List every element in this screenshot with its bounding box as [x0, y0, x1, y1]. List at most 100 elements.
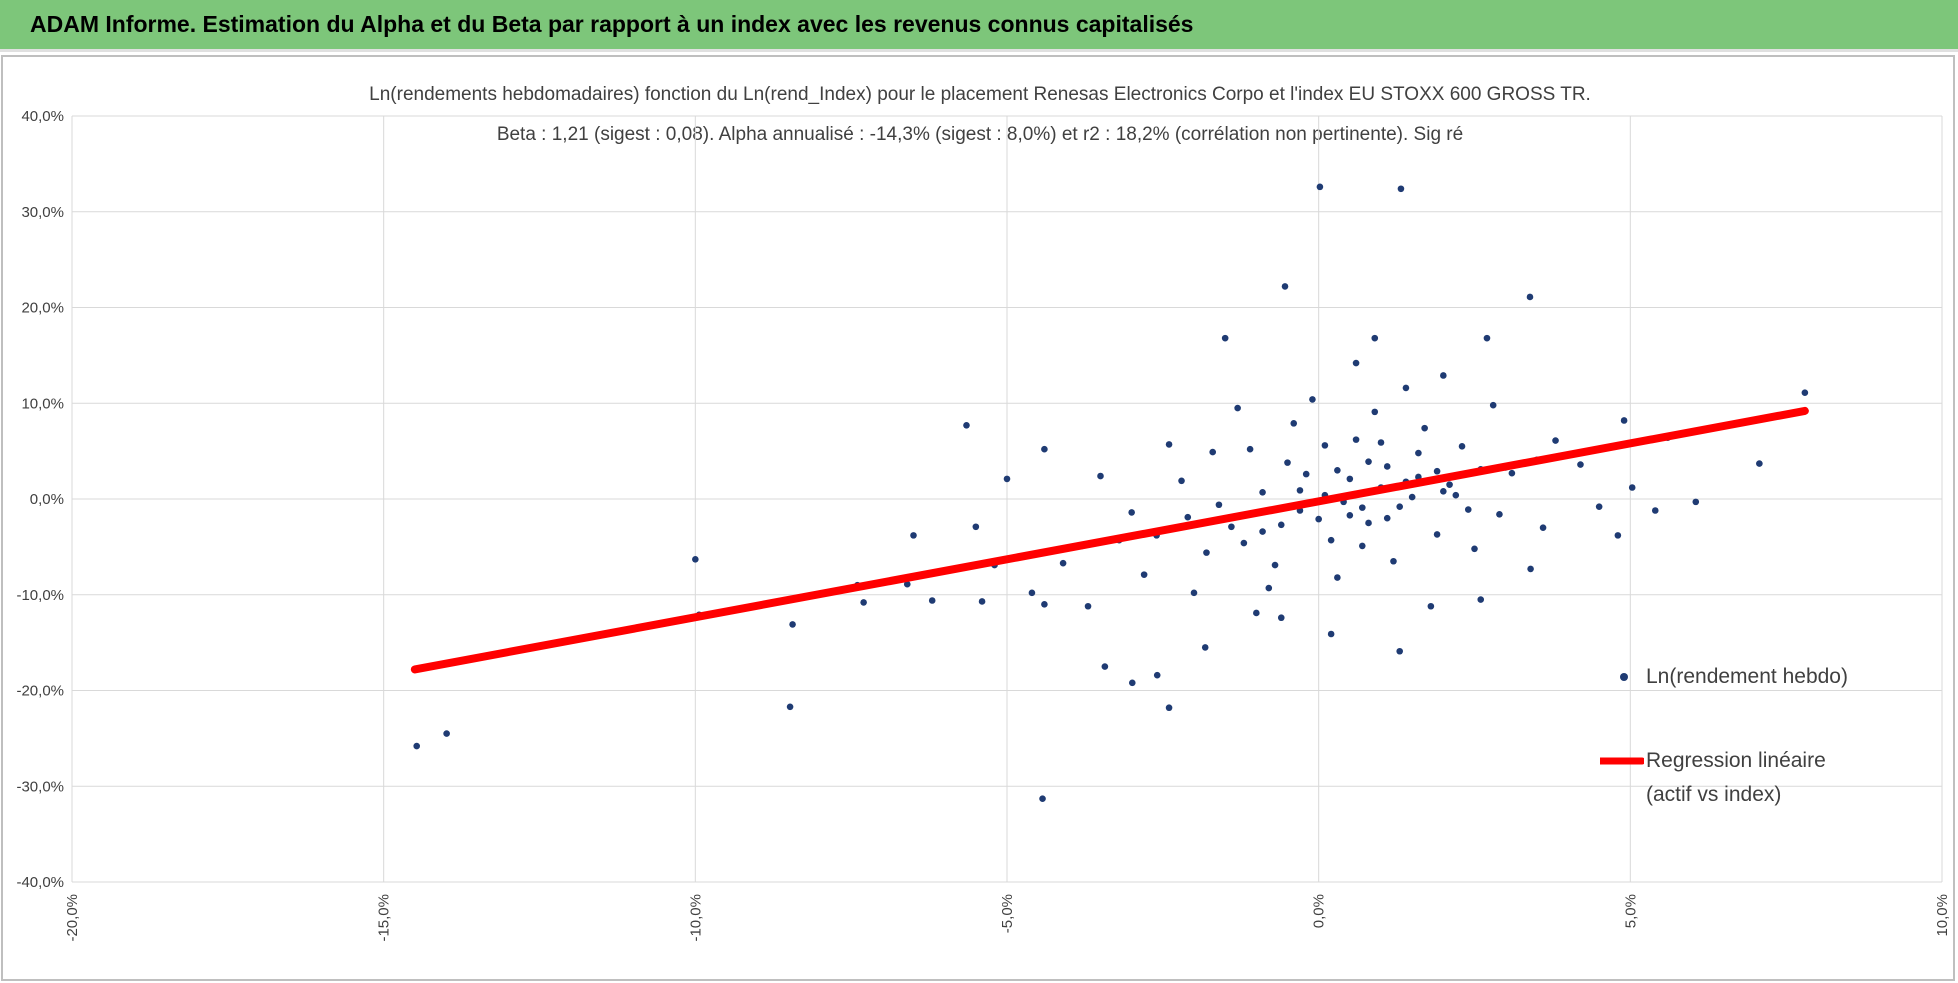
- scatter-point: [1165, 441, 1173, 448]
- scatter-point: [443, 730, 450, 737]
- x-tick-label: 10,0%: [1934, 894, 1951, 937]
- y-tick-label: 0,0%: [30, 491, 64, 508]
- scatter-point: [1415, 449, 1422, 457]
- scatter-point: [1059, 559, 1067, 567]
- scatter-point: [1240, 539, 1248, 547]
- scatter-point: [1228, 523, 1235, 531]
- legend-label: Regression linéaire (actif vs index): [1646, 749, 1826, 806]
- scatter-point: [1265, 584, 1273, 592]
- scatter-point: [1508, 469, 1516, 477]
- chart-border: [1, 55, 1955, 981]
- scatter-point: [1446, 481, 1453, 488]
- y-tick-label: -20,0%: [16, 683, 64, 700]
- scatter-point: [1489, 401, 1497, 409]
- scatter-point: [1190, 589, 1198, 597]
- scatter-point: [1365, 458, 1372, 465]
- y-tick-label: 10,0%: [21, 395, 64, 412]
- scatter-point: [1433, 531, 1441, 538]
- scatter-point: [1396, 647, 1403, 655]
- x-tick-label: -20,0%: [64, 894, 81, 942]
- scatter-point: [1433, 467, 1441, 475]
- scatter-point: [1128, 679, 1136, 687]
- scatter-point: [1316, 183, 1324, 191]
- scatter-point: [1284, 459, 1291, 466]
- scatter-point: [1184, 513, 1192, 521]
- scatter-point: [1221, 334, 1229, 342]
- y-tick-label: -40,0%: [16, 874, 64, 891]
- x-tick-label: -10,0%: [687, 894, 704, 942]
- scatter-point: [1801, 389, 1809, 397]
- scatter-point: [789, 621, 796, 628]
- scatter-point: [1178, 477, 1185, 485]
- scatter-point: [1552, 437, 1559, 444]
- scatter-point: [1365, 519, 1372, 527]
- scatter-point: [1458, 443, 1466, 450]
- scatter-point: [1383, 463, 1391, 470]
- scatter-point: [1452, 491, 1460, 499]
- scatter-point: [1315, 515, 1322, 523]
- scatter-point: [1402, 384, 1410, 392]
- scatter-point: [1614, 532, 1622, 539]
- scatter-point: [1234, 404, 1241, 412]
- scatter-point: [1041, 601, 1048, 608]
- x-tick-label: 5,0%: [1622, 894, 1639, 928]
- chart-subtitle: Beta : 1,21 (sigest : 0,08). Alpha annua…: [497, 124, 1463, 145]
- scatter-point: [1203, 549, 1210, 556]
- scatter-point: [1334, 574, 1341, 581]
- scatter-point: [1408, 493, 1416, 501]
- y-tick-label: 30,0%: [21, 204, 64, 221]
- legend-swatch: [1600, 757, 1644, 765]
- scatter-point: [1296, 487, 1304, 494]
- scatter-point: [1153, 671, 1161, 679]
- scatter-point: [1309, 396, 1316, 403]
- scatter-point: [860, 599, 867, 606]
- legend-item: Regression linéaire (actif vs index): [1600, 744, 1876, 812]
- scatter-point: [413, 742, 421, 750]
- scatter-point: [1359, 504, 1366, 511]
- scatter-point: [1327, 536, 1335, 544]
- scatter-point: [1577, 461, 1584, 468]
- scatter-point: [1215, 501, 1223, 509]
- scatter-point: [1539, 524, 1547, 532]
- scatter-point: [1201, 644, 1209, 651]
- scatter-point: [1084, 602, 1092, 610]
- scatter-point: [1352, 359, 1360, 367]
- scatter-point: [1527, 565, 1534, 573]
- scatter-point: [1496, 511, 1503, 518]
- legend-swatch: [1620, 673, 1628, 681]
- scatter-point: [1165, 704, 1173, 712]
- scatter-point: [1371, 408, 1379, 416]
- scatter-point: [1271, 561, 1279, 569]
- y-tick-label: 40,0%: [21, 108, 64, 125]
- scatter-point: [1377, 439, 1385, 446]
- scatter-point: [1440, 488, 1447, 495]
- scatter-point: [1327, 630, 1335, 638]
- header-bar: ADAM Informe. Estimation du Alpha et du …: [0, 0, 1958, 52]
- scatter-point: [1209, 448, 1216, 456]
- x-tick-label: -15,0%: [376, 894, 393, 942]
- regression-line: [410, 406, 1809, 674]
- y-tick-label: -30,0%: [16, 778, 64, 795]
- scatter-point: [1277, 614, 1285, 622]
- scatter-point: [1620, 417, 1628, 424]
- scatter-point: [1427, 602, 1435, 610]
- legend-dot: [1620, 673, 1628, 681]
- scatter-point: [786, 703, 794, 711]
- scatter-point: [1471, 545, 1478, 553]
- scatter-point: [1140, 571, 1148, 578]
- scatter-point: [1477, 596, 1485, 603]
- scatter-point: [1397, 185, 1405, 193]
- scatter-point: [1253, 609, 1260, 617]
- scatter-point: [1383, 514, 1391, 522]
- scatter-point: [1352, 436, 1360, 443]
- scatter-point: [1390, 557, 1397, 565]
- scatter-point: [972, 523, 980, 531]
- x-tick-label: 0,0%: [1311, 894, 1328, 928]
- scatter-point: [910, 532, 917, 539]
- scatter-point: [1028, 589, 1036, 597]
- scatter-point: [1302, 470, 1310, 478]
- x-tick-label: -5,0%: [999, 894, 1016, 933]
- scatter-point: [963, 421, 970, 429]
- scatter-point: [928, 597, 936, 604]
